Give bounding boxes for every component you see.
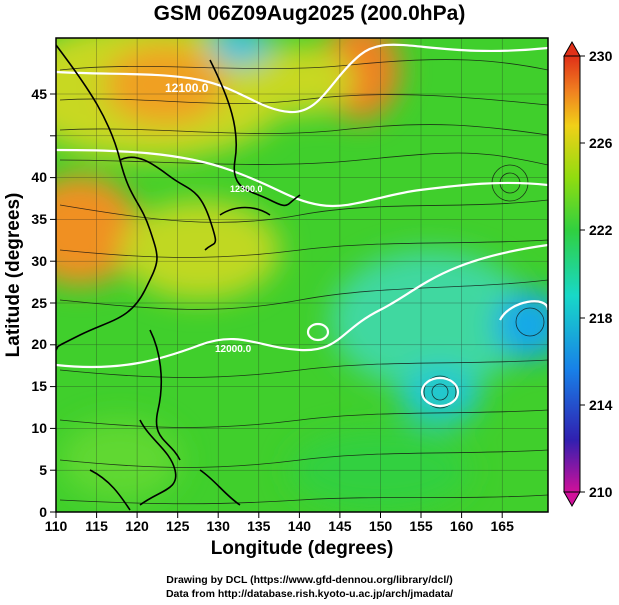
- colorbar-label: 218: [589, 310, 613, 326]
- colorbar-label: 230: [589, 48, 613, 64]
- contour-label: 12000.0: [215, 344, 252, 355]
- y-tick-label: 5: [39, 462, 47, 478]
- x-tick-label: 130: [207, 518, 231, 534]
- x-tick-label: 145: [328, 518, 352, 534]
- y-tick-label: 30: [31, 253, 47, 269]
- y-tick-label: 20: [31, 336, 47, 352]
- y-tick-label: 0: [39, 504, 47, 520]
- y-tick-label: 25: [31, 295, 47, 311]
- x-tick-label: 160: [450, 518, 474, 534]
- x-tick-label: 165: [491, 518, 515, 534]
- colorbar-label: 222: [589, 222, 613, 238]
- colorbar-scale: [563, 55, 581, 493]
- x-tick-label: 125: [166, 518, 190, 534]
- x-tick-label: 140: [288, 518, 312, 534]
- colorbar-label: 214: [589, 397, 613, 413]
- x-tick-label: 110: [45, 518, 68, 534]
- x-tick-label: 150: [369, 518, 393, 534]
- y-tick-label: 40: [31, 169, 47, 185]
- coastlines: [56, 44, 301, 511]
- colorbar-label: 210: [589, 484, 613, 500]
- credit-data: Data from http://database.rish.kyoto-u.a…: [165, 588, 454, 600]
- lat-lon-grid: [56, 38, 548, 512]
- temperature-field: 12100.0 12000.0 12300.0: [56, 38, 548, 512]
- contour-label: 12100.0: [165, 81, 209, 95]
- colorbar-label: 226: [589, 135, 613, 151]
- height-contours: [56, 43, 548, 408]
- axis-ticks: [50, 93, 503, 518]
- y-tick-label: 45: [31, 86, 47, 102]
- colorbar-min-arrow: [563, 491, 581, 508]
- colorbar-max-arrow: [563, 40, 581, 57]
- x-tick-label: 120: [125, 518, 149, 534]
- x-tick-label: 135: [247, 518, 271, 534]
- x-tick-label: 155: [409, 518, 433, 534]
- y-tick-label: 35: [31, 211, 47, 227]
- y-tick-label: 10: [31, 420, 47, 436]
- colorbar: 230 226 222 218 214 210: [563, 40, 613, 508]
- credit-drawing: Drawing by DCL (https://www.gfd-dennou.o…: [166, 574, 453, 586]
- y-tick-label: 15: [31, 378, 47, 394]
- x-tick-label: 115: [85, 518, 108, 534]
- y-axis-label: Latitude (degrees): [3, 192, 24, 358]
- contour-label: 12300.0: [230, 184, 263, 194]
- x-axis-label: Longitude (degrees): [210, 538, 394, 559]
- plot-frame: [55, 37, 549, 513]
- page-title: GSM 06Z09Aug2025 (200.0hPa): [153, 2, 466, 25]
